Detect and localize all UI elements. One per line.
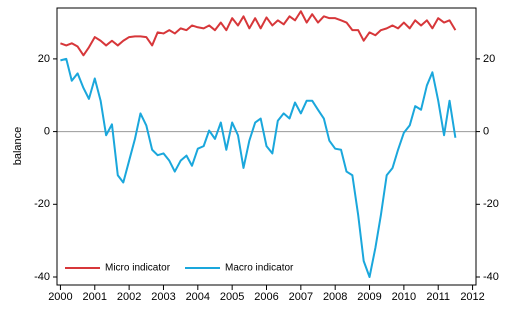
- x-tick-label: 2000: [48, 291, 72, 303]
- x-tick-label: 2002: [117, 291, 141, 303]
- y-axis-label: balance: [12, 127, 24, 166]
- y2-tick-label: 20: [483, 53, 495, 65]
- x-tick-label: 2006: [254, 291, 278, 303]
- y2-tick-label: -20: [483, 198, 499, 210]
- x-tick-label: 2003: [151, 291, 175, 303]
- x-tick-label: 2007: [289, 291, 313, 303]
- series-line: [60, 57, 457, 278]
- x-tick-label: 2010: [392, 291, 416, 303]
- x-tick-label: 2001: [83, 291, 107, 303]
- x-tick-label: 2008: [323, 291, 347, 303]
- x-tick-label: 2011: [426, 291, 450, 303]
- x-tick-label: 2009: [357, 291, 381, 303]
- y2-tick-label: 0: [483, 126, 489, 138]
- y-tick-label: 0: [44, 126, 50, 138]
- y2-tick-label: -40: [483, 271, 499, 283]
- x-tick-label: 2005: [220, 291, 244, 303]
- y-tick-label: 20: [38, 53, 50, 65]
- legend-label: Micro indicator: [105, 263, 171, 274]
- y-tick-label: -40: [34, 271, 50, 283]
- series-line: [60, 10, 457, 57]
- legend-label: Macro indicator: [225, 263, 294, 274]
- y-tick-label: -20: [34, 198, 50, 210]
- x-tick-label: 2004: [186, 291, 210, 303]
- x-tick-label: 2012: [460, 291, 484, 303]
